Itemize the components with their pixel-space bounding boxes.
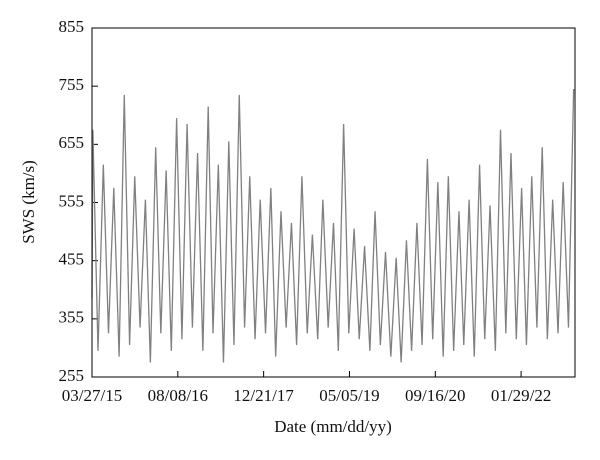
- plot-frame: [91, 27, 576, 378]
- x-tick-label: 12/21/17: [233, 386, 294, 405]
- y-tick-label: 855: [59, 17, 85, 36]
- x-tick-label: 03/27/15: [62, 386, 122, 405]
- x-tick-label: 09/16/20: [405, 386, 465, 405]
- y-tick-label: 355: [59, 308, 85, 327]
- x-axis-label: Date (mm/dd/yy): [274, 417, 392, 436]
- y-tick-label: 755: [59, 75, 85, 94]
- y-axis-label: SWS (km/s): [19, 160, 38, 244]
- x-tick-label: 05/05/19: [319, 386, 379, 405]
- y-tick-label: 655: [59, 133, 85, 152]
- y-tick-label: 255: [59, 366, 85, 385]
- y-tick-label: 555: [59, 191, 85, 210]
- x-tick-label: 01/29/22: [491, 386, 551, 405]
- x-tick-label: 08/08/16: [148, 386, 208, 405]
- y-tick-label: 455: [59, 250, 85, 269]
- data-line: [91, 89, 575, 363]
